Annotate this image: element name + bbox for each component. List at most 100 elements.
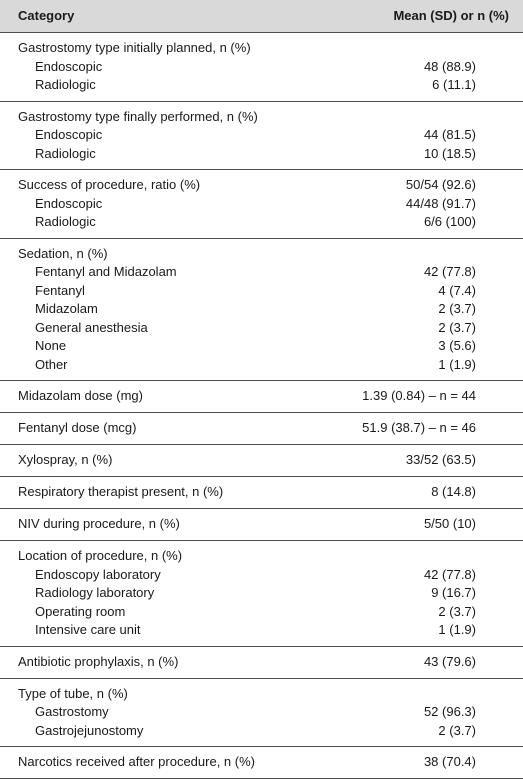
- value-column-header: Mean (SD) or n (%): [393, 7, 509, 23]
- value-cell: 1.39 (0.84) – n = 44: [362, 388, 476, 404]
- table-subrow: Other 1 (1.9): [0, 356, 523, 381]
- category-label: Respiratory therapist present, n (%): [18, 484, 224, 500]
- table-subrow: Radiologic 6 (11.1): [0, 76, 523, 101]
- value-cell: 50/54 (92.6): [405, 177, 476, 192]
- table-row: Respiratory therapist present, n (%) 8 (1…: [0, 477, 523, 509]
- value-cell: 51.9 (38.7) – n = 46: [362, 420, 476, 436]
- value-cell: [322, 101, 523, 126]
- subcategory-label: Radiologic: [35, 214, 96, 229]
- value-cell: [322, 33, 523, 58]
- category-label: Midazolam dose (mg): [18, 388, 143, 404]
- value-cell: 42 (77.8): [423, 566, 476, 582]
- value-cell: 3 (5.6): [438, 338, 476, 353]
- subcategory-label: None: [35, 338, 67, 353]
- table-row: Antibiotic prophylaxis, n (%) 43 (79.6): [0, 646, 523, 678]
- table-row: Fentanyl dose (mcg) 51.9 (38.7) – n = 46: [0, 413, 523, 445]
- subcategory-label: Endoscopy laboratory: [35, 566, 161, 582]
- row-group: Narcotics received after procedure, n (%…: [0, 746, 523, 779]
- subcategory-label: General anesthesia: [35, 319, 148, 335]
- row-group: Type of tube, n (%) Gastrostomy 52 (96.3) G…: [0, 678, 523, 747]
- table-row: Midazolam dose (mg) 1.39 (0.84) – n = 44: [0, 381, 523, 413]
- subcategory-label: Endoscopic: [35, 58, 103, 74]
- table-subrow: Gastrostomy 52 (96.3): [0, 703, 523, 722]
- subcategory-label: Gastrojejunostomy: [35, 722, 144, 738]
- row-group: Location of procedure, n (%) Endoscopy la…: [0, 540, 523, 647]
- table-header-row: Category Mean (SD) or n (%): [0, 0, 523, 33]
- category-label: Antibiotic prophylaxis, n (%): [18, 653, 179, 669]
- table-subrow: Fentanyl and Midazolam 42 (77.8): [0, 263, 523, 282]
- table-row: Xylospray, n (%) 33/52 (63.5): [0, 445, 523, 477]
- table-row: Gastrostomy type initially planned, n (%…: [0, 33, 523, 58]
- subcategory-label: Other: [35, 356, 68, 372]
- subcategory-label: Radiologic: [35, 145, 96, 161]
- table-subrow: Endoscopic 44 (81.5): [0, 126, 523, 145]
- category-label: Narcotics received after procedure, n (%…: [18, 754, 255, 770]
- table-subrow: Radiologic 6/6 (100): [0, 213, 523, 238]
- table-subrow: Endoscopy laboratory 42 (77.8): [0, 566, 523, 585]
- row-group: Midazolam dose (mg) 1.39 (0.84) – n = 44: [0, 380, 523, 413]
- table-row: Success of procedure, ratio (%) 50/54 (92…: [0, 170, 523, 195]
- table-row: Location of procedure, n (%): [0, 541, 523, 566]
- value-cell: 2 (3.7): [438, 301, 476, 316]
- table-subrow: Operating room 2 (3.7): [0, 603, 523, 622]
- category-label: NIV during procedure, n (%): [18, 516, 180, 532]
- table-subrow: Radiology laboratory 9 (16.7): [0, 584, 523, 603]
- category-column-header: Category: [18, 7, 75, 23]
- value-cell: 44 (81.5): [423, 127, 476, 142]
- subcategory-label: Midazolam: [35, 301, 98, 316]
- value-cell: 2 (3.7): [438, 722, 476, 738]
- category-label: Xylospray, n (%): [18, 452, 113, 468]
- value-cell: 44/48 (91.7): [405, 195, 476, 211]
- value-cell: 1 (1.9): [438, 356, 476, 372]
- value-cell: 43 (79.6): [423, 653, 476, 669]
- table-subrow: Radiologic 10 (18.5): [0, 145, 523, 170]
- row-group: Respiratory therapist present, n (%) 8 (1…: [0, 476, 523, 509]
- value-cell: 6 (11.1): [432, 77, 476, 92]
- table-subrow: Gastrojejunostomy 2 (3.7): [0, 722, 523, 747]
- table-row: Gastrostomy type finally performed, n (%…: [0, 101, 523, 126]
- table-subrow: None 3 (5.6): [0, 337, 523, 356]
- category-label: Type of tube, n (%): [18, 685, 128, 701]
- row-group: Xylospray, n (%) 33/52 (63.5): [0, 444, 523, 477]
- table-subrow: Intensive care unit 1 (1.9): [0, 621, 523, 646]
- table-subrow: General anesthesia 2 (3.7): [0, 319, 523, 338]
- row-group: Fentanyl dose (mcg) 51.9 (38.7) – n = 46: [0, 412, 523, 445]
- row-group: Sedation, n (%) Fentanyl and Midazolam 42 …: [0, 238, 523, 381]
- value-cell: 1 (1.9): [438, 622, 476, 637]
- table-row: Type of tube, n (%): [0, 678, 523, 703]
- subcategory-label: Operating room: [35, 603, 126, 619]
- category-label: Fentanyl dose (mcg): [18, 420, 137, 436]
- subcategory-label: Endoscopic: [35, 195, 103, 211]
- category-label: Gastrostomy type initially planned, n (%…: [18, 40, 251, 55]
- value-cell: 42 (77.8): [423, 264, 476, 279]
- value-cell: 2 (3.7): [438, 319, 476, 335]
- subcategory-label: Radiologic: [35, 77, 96, 92]
- subcategory-label: Gastrostomy: [35, 704, 109, 719]
- subcategory-label: Endoscopic: [35, 127, 103, 142]
- value-cell: 10 (18.5): [423, 145, 476, 161]
- table-subrow: Midazolam 2 (3.7): [0, 300, 523, 319]
- table-subrow: Fentanyl 4 (7.4): [0, 282, 523, 301]
- value-cell: 33/52 (63.5): [405, 452, 476, 468]
- subcategory-label: Fentanyl and Midazolam: [35, 264, 177, 279]
- table-row: Narcotics received after procedure, n (%…: [0, 747, 523, 779]
- category-label: Sedation, n (%): [18, 245, 108, 261]
- value-cell: 6/6 (100): [423, 214, 476, 229]
- value-cell: [322, 678, 523, 703]
- value-cell: 2 (3.7): [438, 603, 476, 619]
- row-group: Success of procedure, ratio (%) 50/54 (92…: [0, 169, 523, 239]
- value-cell: 48 (88.9): [423, 58, 476, 74]
- value-cell: 8 (14.8): [431, 484, 476, 500]
- subcategory-label: Fentanyl: [35, 282, 85, 298]
- category-label: Location of procedure, n (%): [18, 548, 183, 563]
- subcategory-label: Radiology laboratory: [35, 585, 155, 600]
- table-row: Sedation, n (%): [0, 238, 523, 263]
- value-cell: [322, 541, 523, 566]
- category-label: Success of procedure, ratio (%): [18, 177, 201, 192]
- row-group: Gastrostomy type initially planned, n (%…: [0, 32, 523, 102]
- table-subrow: Endoscopic 44/48 (91.7): [0, 195, 523, 214]
- row-group: Gastrostomy type finally performed, n (%…: [0, 101, 523, 170]
- subcategory-label: Intensive care unit: [35, 622, 141, 637]
- value-cell: [322, 238, 523, 263]
